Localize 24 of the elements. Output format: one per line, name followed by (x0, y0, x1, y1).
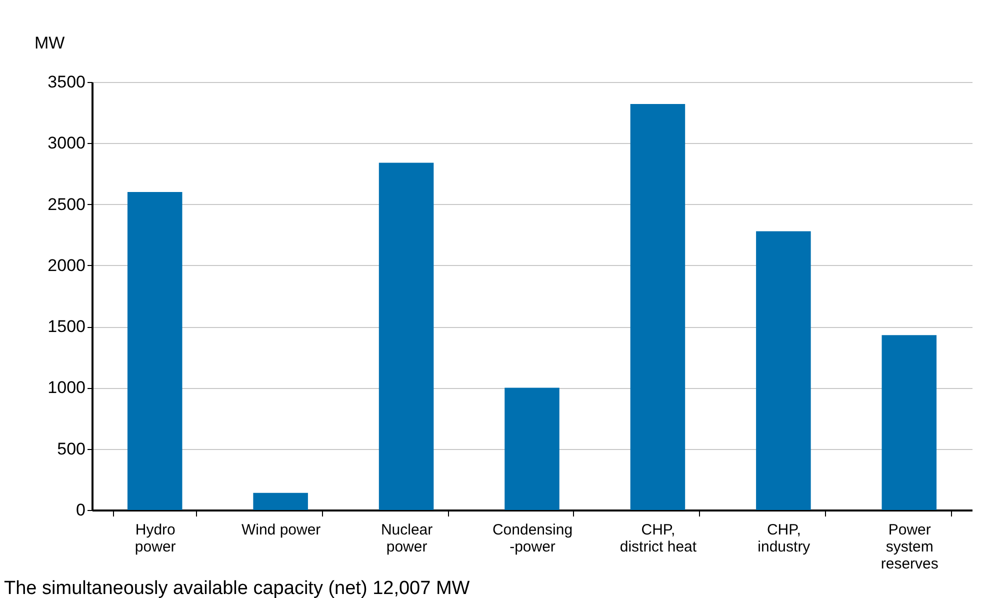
bar (630, 104, 686, 510)
x-tick-label: CHP, district heat (620, 522, 698, 556)
y-tick-label: 2500 (48, 194, 86, 214)
x-tick-label: CHP, industry (758, 522, 811, 556)
bar (127, 192, 182, 510)
bar (756, 231, 811, 510)
y-tick-label: 1500 (48, 317, 86, 336)
text: The simultaneously available capacity (net) 12,007 MW (4, 578, 470, 598)
y-tick-label: 3000 (48, 134, 86, 153)
bar (253, 492, 308, 510)
x-tick-label: Hydro power (134, 522, 176, 556)
bar (882, 335, 937, 510)
y-tick-label: 0 (76, 500, 86, 520)
bar (378, 162, 434, 510)
x-tick-label: Wind power (241, 522, 321, 538)
x-tick-label: Power system reserves (880, 522, 938, 572)
x-tick-label: Nuclear power (380, 522, 433, 556)
x-tick-label: Condensing -power (492, 522, 573, 556)
y-axis-title: MW (34, 34, 65, 52)
y-tick-label: 2000 (48, 256, 86, 275)
y-tick-label: 500 (57, 439, 86, 458)
y-tick-label: 3500 (48, 72, 86, 92)
bar (504, 388, 560, 510)
y-tick-label: 1000 (48, 378, 86, 398)
